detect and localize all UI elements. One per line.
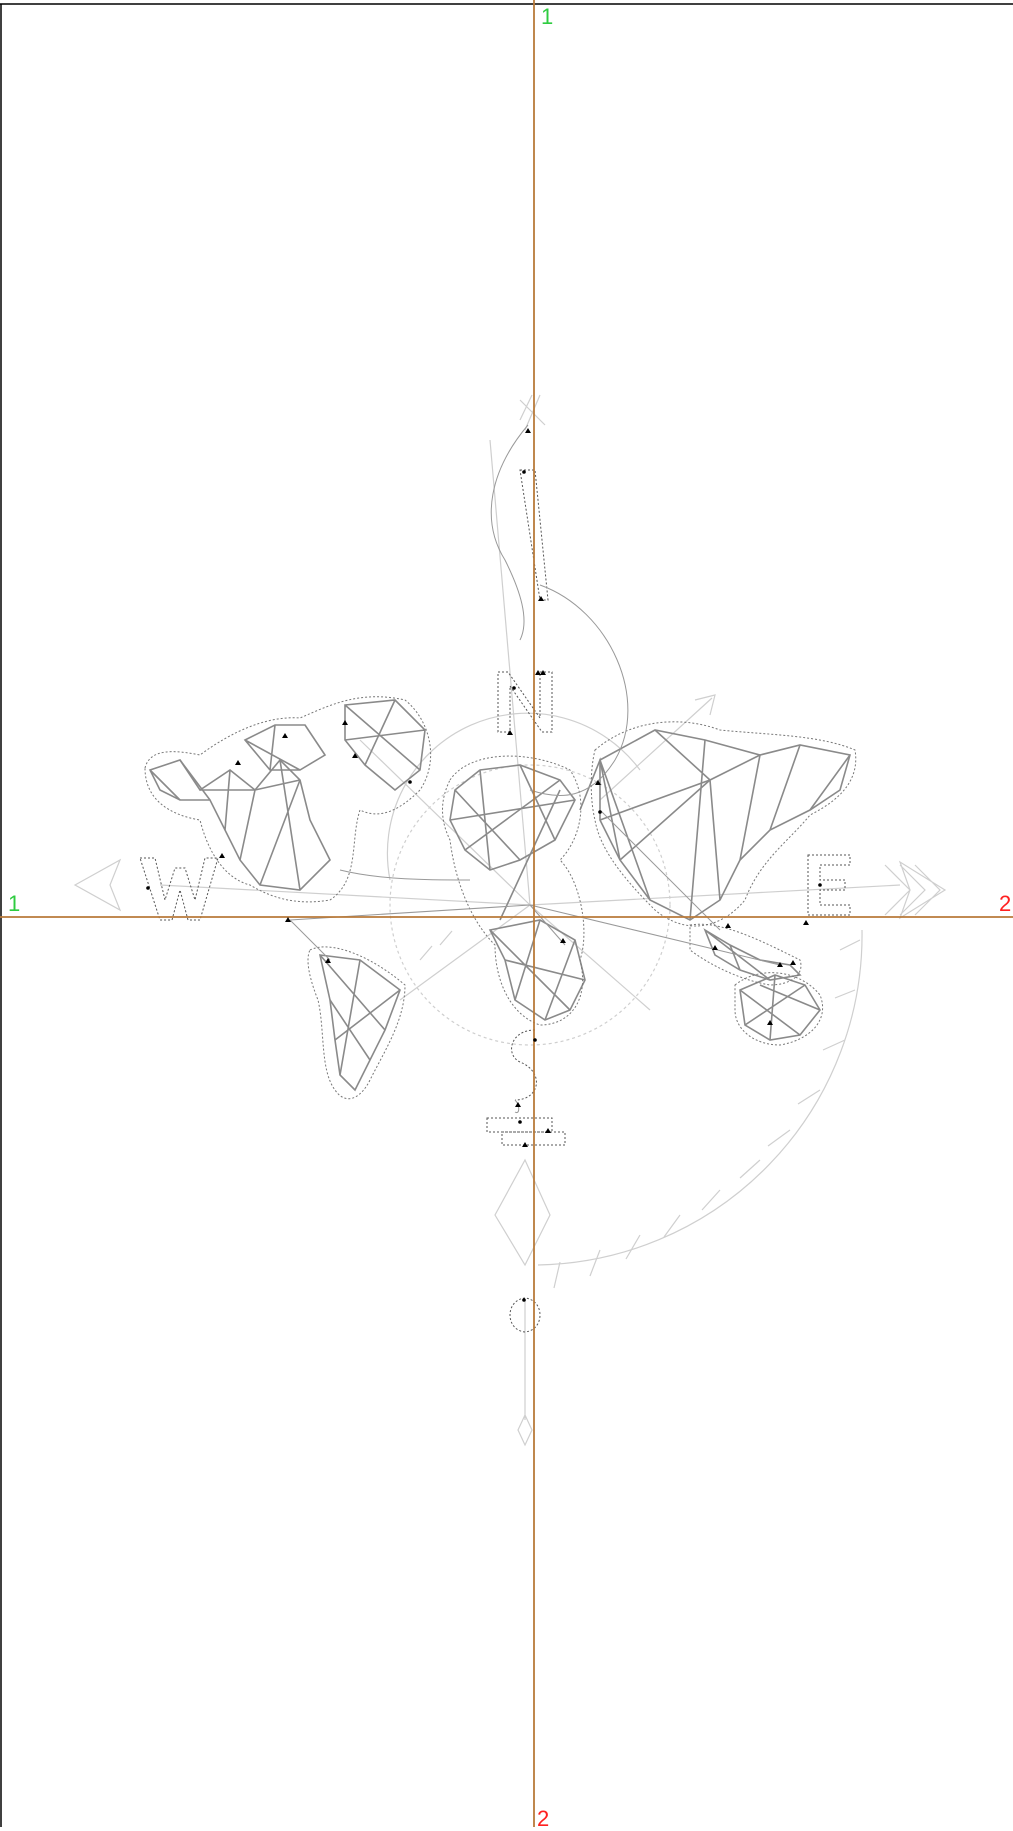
node-point bbox=[598, 810, 602, 814]
bottom-ring bbox=[509, 1297, 541, 1333]
continent-greenland bbox=[344, 699, 426, 792]
outline-asia bbox=[590, 721, 857, 927]
node-point bbox=[522, 1298, 526, 1302]
compass-arrow-east bbox=[884, 860, 947, 920]
node-marker-icon bbox=[507, 730, 513, 735]
node-marker-icon bbox=[803, 920, 809, 925]
world-map bbox=[148, 699, 852, 1092]
outline-south-america bbox=[307, 946, 406, 1100]
curve-north-loop bbox=[490, 424, 529, 641]
outline-north-america bbox=[144, 696, 432, 903]
node-marker-icon bbox=[285, 917, 291, 922]
connector-2 bbox=[529, 904, 566, 946]
continent-asia bbox=[599, 729, 852, 921]
connector-1 bbox=[529, 904, 781, 966]
compass-sw-ray bbox=[399, 904, 531, 1001]
node-marker-icon bbox=[515, 1102, 521, 1107]
connector-lines bbox=[289, 809, 781, 966]
node-marker-icon bbox=[767, 1020, 773, 1025]
letter-e-outline bbox=[807, 854, 851, 916]
compass-arc-inner bbox=[386, 712, 641, 881]
continent-australia-facets bbox=[739, 974, 821, 1041]
map-outlines bbox=[144, 696, 857, 1100]
node-marker-icon bbox=[538, 596, 544, 601]
outline-islands bbox=[689, 923, 802, 986]
node-marker-icon bbox=[540, 670, 546, 675]
continent-europe-facets bbox=[449, 764, 576, 871]
continent-arctic-islands bbox=[243, 724, 327, 771]
south-bar-lower bbox=[501, 1131, 566, 1146]
compass-needle-ne bbox=[599, 694, 716, 801]
construction-curves bbox=[339, 424, 629, 1114]
horizontal-guide-start-label: 1 bbox=[8, 891, 21, 916]
node-marker-icon bbox=[235, 760, 241, 765]
curve-west-sweep bbox=[339, 869, 471, 881]
compass-arrow-west bbox=[73, 858, 122, 912]
node-point bbox=[818, 883, 822, 887]
node-marker-icon bbox=[777, 962, 783, 967]
node-marker-icon bbox=[352, 753, 358, 758]
compass-se-ray bbox=[529, 904, 651, 1011]
compass-diamond-south bbox=[494, 1158, 551, 1267]
node-marker-icon bbox=[342, 720, 348, 725]
outline-australia bbox=[734, 972, 824, 1046]
curve-south-hook bbox=[514, 1099, 520, 1114]
curve-north-swoop bbox=[529, 584, 629, 796]
node-marker-icon bbox=[282, 733, 288, 738]
continent-asia-facets bbox=[579, 729, 851, 921]
horizontal-guide-end-label: 2 bbox=[999, 891, 1012, 916]
node-marker-icon bbox=[712, 945, 718, 950]
compass-ticks bbox=[553, 939, 861, 1289]
node-point bbox=[408, 780, 412, 784]
compass-tail bbox=[517, 1300, 533, 1447]
node-marker-icon bbox=[725, 923, 731, 928]
node-point bbox=[533, 1038, 537, 1042]
node-marker-icon bbox=[545, 1128, 551, 1133]
node-marker-icon bbox=[790, 960, 796, 965]
outline-europe-africa bbox=[442, 755, 585, 1026]
compass-dial bbox=[73, 394, 947, 1447]
continent-south-america-facets bbox=[319, 954, 401, 1076]
compass-spokes bbox=[159, 439, 901, 906]
node-marker-icon bbox=[525, 428, 531, 433]
letter-s-outline bbox=[511, 1029, 537, 1101]
continent-south-america bbox=[318, 954, 401, 1092]
continent-north-america bbox=[148, 758, 331, 891]
connector-4 bbox=[289, 919, 331, 961]
node-markers[interactable] bbox=[146, 428, 822, 1302]
compass-needle-north bbox=[519, 394, 546, 431]
continent-north-america-facets bbox=[149, 759, 301, 891]
node-marker-icon bbox=[219, 853, 225, 858]
vertical-guide-end-label: 2 bbox=[537, 1806, 550, 1831]
node-marker-icon bbox=[560, 938, 566, 943]
node-point bbox=[512, 686, 516, 690]
continent-africa-facets bbox=[489, 789, 586, 1021]
node-marker-icon bbox=[535, 670, 541, 675]
node-point bbox=[146, 886, 150, 890]
letter-w-outline bbox=[139, 857, 219, 921]
connector-5 bbox=[599, 809, 721, 931]
node-point bbox=[518, 1120, 522, 1124]
node-marker-icon bbox=[595, 780, 601, 785]
continent-australia bbox=[739, 974, 821, 1041]
continent-africa bbox=[488, 919, 586, 1021]
compass-ring bbox=[389, 764, 671, 1046]
letter-n-outline bbox=[497, 671, 553, 733]
node-point bbox=[522, 470, 526, 474]
south-bar-upper bbox=[486, 1117, 553, 1133]
node-marker-icon bbox=[522, 1142, 528, 1147]
node-marker-icon bbox=[325, 958, 331, 963]
compass-arc-outer bbox=[537, 929, 863, 1266]
vertical-guide-start-label: 1 bbox=[541, 4, 554, 29]
